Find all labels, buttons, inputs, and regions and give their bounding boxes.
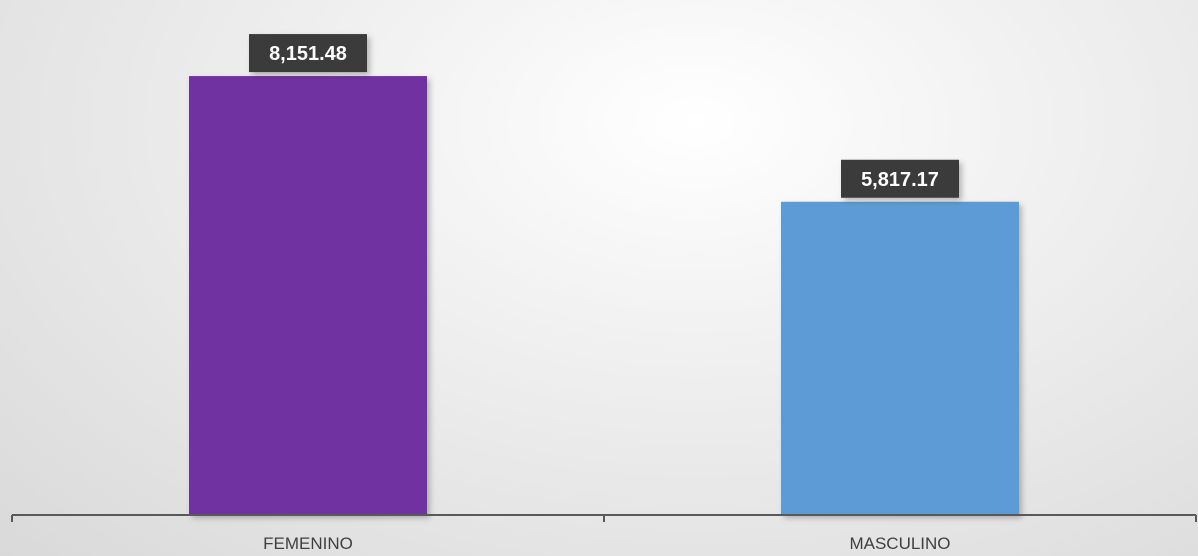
bars-layer	[189, 76, 1019, 516]
x-axis	[11, 514, 1197, 522]
value-label-box-masculino	[841, 159, 959, 198]
bar-femenino	[189, 76, 427, 515]
value-label-masculino: 5,817.17	[861, 169, 939, 191]
x-tick-label-masculino: MASCULINO	[849, 534, 950, 553]
bar-masculino	[781, 201, 1019, 516]
value-label-box-femenino	[249, 34, 367, 73]
labels-layer: 8,151.48 FEMENINO 5,817.17 MASCULINO	[249, 34, 959, 553]
x-tick-label-femenino: FEMENINO	[263, 534, 353, 553]
value-label-femenino: 8,151.48	[269, 43, 347, 65]
